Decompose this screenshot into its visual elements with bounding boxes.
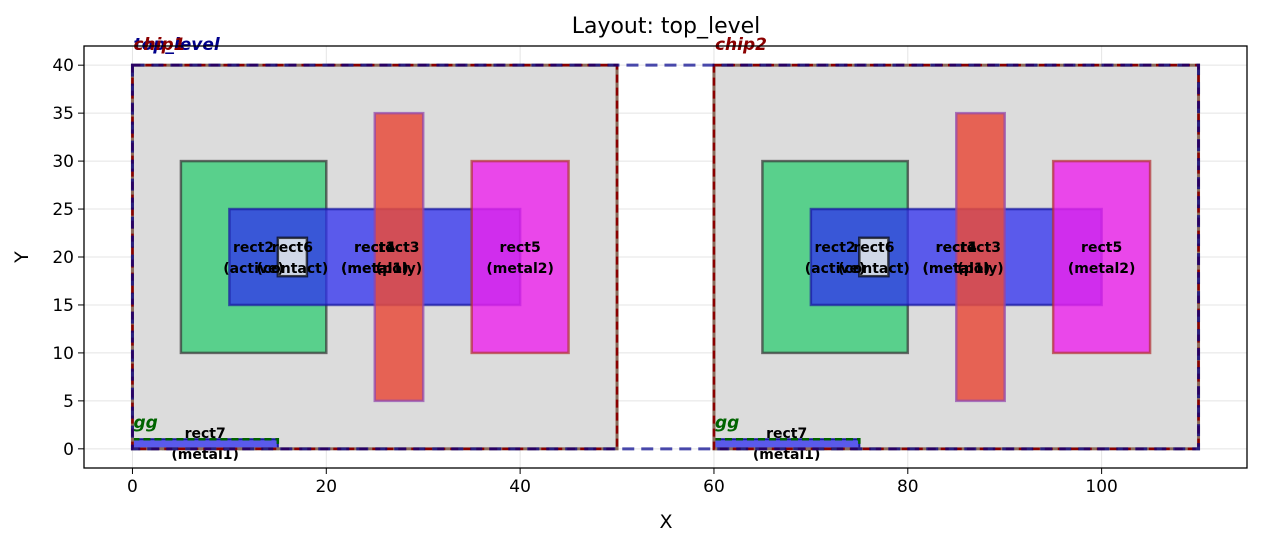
chip1-gg-label: gg (133, 413, 157, 433)
y-tick-label: 30 (52, 152, 74, 172)
chip2-rect5-shape (1051, 159, 1152, 355)
chip1-rect7-label: rect7 (185, 426, 226, 442)
chip1-rect6-sublabel: (contact) (256, 261, 328, 277)
chip1-rect5-shape (470, 159, 570, 355)
chart-title: Layout: top_level (572, 14, 761, 39)
chip2-rect5-label: rect5 (1081, 240, 1122, 256)
chip2-rect4-sublabel: (metal1) (922, 261, 990, 277)
chip1-rect3-shape (373, 111, 425, 403)
x-tick-label: 60 (703, 477, 725, 497)
chip2-label: chip2 (715, 35, 767, 55)
chip2-rect3-label: rect3 (960, 240, 1001, 256)
chip2-gg-outline (712, 437, 861, 451)
chip1-rect7-sublabel: (metal1) (171, 447, 239, 463)
y-tick-label: 25 (52, 200, 74, 220)
chip2-rect6-label: rect6 (853, 240, 894, 256)
cell-outline-chip1 (131, 63, 619, 451)
y-tick-label: 20 (52, 248, 74, 268)
chip1-rect4-sublabel: (metal1) (341, 261, 409, 277)
x-tick-label: 0 (127, 477, 138, 497)
x-tick-label: 80 (897, 477, 919, 497)
chip2-rect6-shape (858, 236, 890, 278)
top-level-label: top_level (133, 35, 220, 55)
chip2-gg-label: gg (715, 413, 739, 433)
y-tick-label: 40 (52, 56, 74, 76)
y-axis-label: Y (11, 251, 33, 264)
y-tick-label: 15 (52, 296, 74, 316)
top-level-outline (130, 63, 1201, 451)
chip2-rect4-label: rect4 (936, 240, 977, 256)
x-tick-label: 20 (315, 477, 337, 497)
x-tick-label: 100 (1085, 477, 1117, 497)
rect1-sublabel-0: (metal1) (341, 261, 409, 277)
y-tick-label: 0 (63, 440, 74, 460)
chip1-rect3-label: rect3 (378, 240, 419, 256)
chip2-rect7-sublabel: (metal1) (753, 447, 821, 463)
chip2-rect2-label: rect2 (815, 240, 856, 256)
chip1-rect4-label: rect4 (354, 240, 395, 256)
chip1-rect2-sublabel: (active) (223, 261, 284, 277)
chip1-rect5-label: rect5 (500, 240, 541, 256)
chip2-rect2-sublabel: (active) (805, 261, 866, 277)
chip1-rect2-label: rect2 (233, 240, 274, 256)
x-tick-label: 40 (509, 477, 531, 497)
rect1-sublabel-1: (metal1) (922, 261, 990, 277)
chip1-gg-outline (131, 437, 280, 451)
chip2-rect6-sublabel: (contact) (838, 261, 910, 277)
chip2-rect3-sublabel: (poly) (957, 261, 1003, 277)
chip1-rect6-shape (276, 236, 309, 278)
chip2-rect7-label: rect7 (766, 426, 807, 442)
axis-ticks: 0 20 40 60 80 100 0 5 10 15 20 25 30 35 40 (52, 56, 1117, 497)
chip1-rect3-sublabel: (poly) (376, 261, 422, 277)
chip1-rect5-sublabel: (metal2) (486, 261, 554, 277)
chip2-rect3-shape (955, 111, 1006, 403)
chip1-rect6-label: rect6 (272, 240, 313, 256)
y-tick-label: 5 (63, 392, 74, 412)
plot-area: gg rect2 (active) rect3 (poly) rect4 (metal1) r… (130, 35, 1201, 463)
rect1-label-0: rect1 (354, 240, 395, 256)
y-tick-label: 10 (52, 344, 74, 364)
rect1-label-1: rect1 (936, 240, 977, 256)
x-axis-label: X (659, 511, 672, 533)
chip2-rect5-sublabel: (metal2) (1068, 261, 1136, 277)
y-tick-label: 35 (52, 104, 74, 124)
chip1-label: chip1 (133, 35, 185, 55)
